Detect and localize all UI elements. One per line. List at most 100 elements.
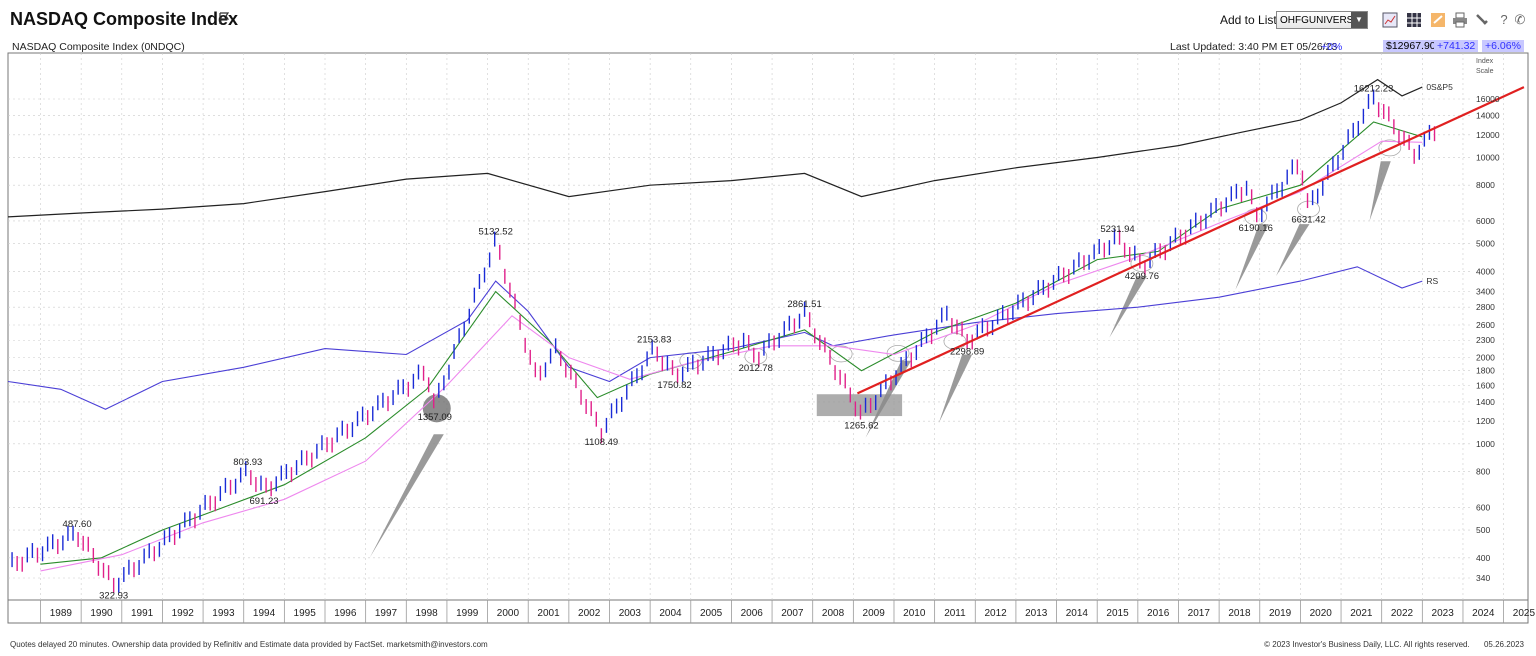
- pullback-circle: [1378, 139, 1402, 157]
- price-tick-label: 5000: [1476, 239, 1495, 249]
- chart-overlays: [369, 139, 1402, 558]
- pivot-annotation: 6631.42: [1291, 215, 1325, 226]
- change-value: +0%: [1321, 41, 1343, 53]
- year-tick-label: 2011: [944, 608, 966, 619]
- grid: [8, 53, 1504, 600]
- print-icon[interactable]: [1452, 12, 1468, 28]
- year-tick-label: 2010: [903, 608, 926, 619]
- pivot-annotation: 2153.83: [637, 334, 671, 345]
- year-tick-label: 2020: [1310, 608, 1333, 619]
- price-tick-label: 4000: [1476, 266, 1495, 276]
- pivot-annotation: 691.23: [250, 496, 279, 507]
- year-tick-label: 2008: [822, 608, 845, 619]
- list-select-value: OHFGUNIVERSE: [1280, 15, 1361, 26]
- year-tick-label: 2000: [497, 608, 520, 619]
- dropdown-arrow-icon[interactable]: ▼: [1351, 12, 1367, 28]
- pivot-annotation: 803.93: [233, 457, 262, 468]
- price-tick-label: 800: [1476, 467, 1490, 477]
- price-value: $12967.90: [1383, 40, 1439, 52]
- year-tick-label: 2005: [700, 608, 723, 619]
- last-updated: Last Updated: 3:40 PM ET 05/26/23: [1170, 41, 1338, 53]
- pullback-circle: [744, 347, 768, 365]
- pct-change-value: +6.06%: [1482, 40, 1524, 52]
- price-tick-label: 10000: [1476, 152, 1500, 162]
- pivot-annotation: 1750.82: [657, 380, 691, 391]
- price-tick-label: 2800: [1476, 302, 1495, 312]
- price-tick-label: 2000: [1476, 353, 1495, 363]
- phone-icon[interactable]: ✆: [1514, 12, 1526, 27]
- year-tick-label: 1990: [90, 608, 113, 619]
- year-tick-label: 2012: [984, 608, 1007, 619]
- pivot-annotation: 1357.09: [418, 412, 452, 423]
- y-axis-title: Scale: [1476, 68, 1494, 75]
- year-tick-label: 2006: [741, 608, 764, 619]
- year-tick-label: 2017: [1188, 608, 1211, 619]
- year-tick-label: 1993: [212, 608, 235, 619]
- year-tick-label: 1994: [253, 608, 276, 619]
- page-title: NASDAQ Composite Index: [10, 9, 239, 29]
- instrument-label: NASDAQ Composite Index (0NDQC): [12, 41, 185, 53]
- annotation-layer: 487.60 322.93 803.93 691.23 1357.09 5132.52 11…: [63, 83, 1394, 601]
- chart-icon[interactable]: [1382, 12, 1398, 28]
- price-tick-label: 3400: [1476, 287, 1495, 297]
- price-tick-label: 6000: [1476, 216, 1495, 226]
- pointer-wedge: [865, 360, 912, 438]
- year-tick-label: 2016: [1147, 608, 1170, 619]
- series-label: RS: [1426, 276, 1438, 286]
- tools-icon[interactable]: [1474, 12, 1490, 28]
- price-tick-label: 12000: [1476, 130, 1500, 140]
- pivot-annotation: 2012.78: [739, 363, 773, 374]
- year-tick-label: 2003: [619, 608, 642, 619]
- year-tick-label: 2013: [1025, 608, 1048, 619]
- price-tick-label: 340: [1476, 573, 1490, 583]
- year-tick-label: 1997: [375, 608, 398, 619]
- year-tick-label: 2021: [1350, 608, 1373, 619]
- year-tick-label: 2004: [659, 608, 682, 619]
- year-tick-label: 2002: [578, 608, 601, 619]
- year-tick-label: 1995: [294, 608, 317, 619]
- price-tick-label: 1600: [1476, 380, 1495, 390]
- pointer-wedge: [369, 434, 444, 558]
- year-tick-label: 1992: [172, 608, 195, 619]
- year-tick-label: 2014: [1066, 608, 1089, 619]
- footer-date: 05.26.2023: [1483, 640, 1524, 649]
- year-tick-label: 1998: [415, 608, 438, 619]
- grid-icon[interactable]: [1406, 12, 1422, 28]
- export-icon[interactable]: [1430, 12, 1446, 28]
- year-axis: 1989 1990 1991 1992 1993 1994 1995 1996 1997 1998…: [40, 600, 1536, 623]
- y-axis-title: Index: [1476, 58, 1494, 65]
- pivot-annotation: 487.60: [63, 519, 92, 530]
- price-tick-label: 600: [1476, 502, 1490, 512]
- pivot-annotation: 4209.76: [1125, 271, 1159, 282]
- price-chart[interactable]: 0S&P5 RS 487.60 322.93 803.93 691.23 1357.09 5…: [0, 0, 1536, 640]
- price-tick-label: 400: [1476, 553, 1490, 563]
- year-tick-label: 1989: [50, 608, 73, 619]
- series-label: 0S&P5: [1426, 82, 1453, 92]
- price-tick-label: 1200: [1476, 416, 1495, 426]
- series-line: [7, 266, 1423, 410]
- year-tick-label: 2024: [1472, 608, 1495, 619]
- list-select[interactable]: OHFGUNIVERSE ▼: [1276, 11, 1368, 29]
- year-tick-label: 1999: [456, 608, 479, 619]
- price-tick-label: 8000: [1476, 180, 1495, 190]
- pivot-annotation: 1108.49: [585, 437, 619, 448]
- pointer-wedge: [938, 354, 973, 424]
- price-bars: [11, 89, 1436, 593]
- pointer-wedge: [1276, 224, 1310, 277]
- year-tick-label: 2025: [1513, 608, 1536, 619]
- year-tick-label: 2009: [863, 608, 886, 619]
- help-icon[interactable]: ?: [1500, 12, 1508, 27]
- add-to-list-label: Add to List:: [1220, 13, 1281, 27]
- pivot-annotation: 5132.52: [479, 226, 513, 237]
- footer-right: © 2023 Investor's Business Daily, LLC. A…: [1252, 640, 1524, 649]
- price-change-value: +741.32: [1434, 40, 1479, 52]
- quote-bar: NASDAQ Composite Index (0NDQC) Last Upda…: [8, 40, 1534, 53]
- pivot-annotation: 16212.23: [1354, 83, 1394, 94]
- footer-copyright: © 2023 Investor's Business Daily, LLC. A…: [1264, 640, 1470, 649]
- pivot-annotation: 1265.62: [844, 421, 878, 432]
- year-tick-label: 2019: [1269, 608, 1292, 619]
- pivot-annotation: 5231.94: [1100, 224, 1134, 235]
- pointer-wedge: [1109, 276, 1147, 338]
- flag-icon[interactable]: [218, 12, 231, 25]
- price-tick-label: 1800: [1476, 366, 1495, 376]
